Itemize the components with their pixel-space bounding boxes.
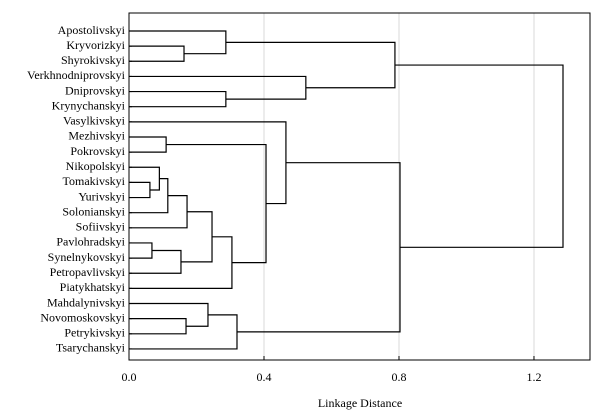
leaf-label: Mahdalynivskyi [47,295,126,309]
leaf-label: Vasylkivskyi [63,114,126,128]
cluster-link [129,166,160,191]
leaf-label: Pokrovskyi [70,144,125,158]
x-tick-label: 0.0 [122,370,137,384]
cluster-link [129,302,209,327]
leaf-label: Kryvorizkyi [66,38,125,52]
leaf-label: Petropavlivskyi [50,265,126,279]
leaf-label: Verkhnodniprovskyi [27,68,126,82]
leaf-label: Sofiivskyi [76,220,126,234]
cluster-link [129,136,167,153]
cluster-link [129,178,169,214]
leaf-label: Piatykhatskyi [60,280,126,294]
leaf-label: Apostolivskyi [58,23,126,37]
cluster-link [129,249,182,274]
cluster-link [180,211,213,263]
leaf-label: Tsarychanskyi [56,341,126,355]
leaf-label: Krynychanskyi [52,98,126,112]
leaf-label: Tomakivskyi [63,174,126,188]
x-tick-label: 1.2 [526,370,541,384]
leaf-label: Yurivskyi [78,189,125,203]
cluster-link [394,64,564,248]
cluster-link [129,30,227,55]
cluster-link [236,162,401,333]
leaf-label: Synelnykovskyi [48,250,126,264]
cluster-link [129,90,227,108]
cluster-link [129,195,188,229]
plot-frame [128,12,591,361]
x-tick-label: 0.4 [256,370,271,384]
leaf-label: Mezhivskyi [68,129,125,143]
cluster-link [129,121,287,205]
cluster-link [166,143,267,264]
cluster-link [129,314,238,350]
cluster-link [129,318,187,335]
cluster-link [225,41,396,89]
cluster-link [129,45,185,62]
leaf-label: Shyrokivskyi [61,53,126,67]
x-tick-label: 0.8 [391,370,406,384]
cluster-link [129,242,153,259]
leaf-label: Solonianskyi [62,204,125,218]
cluster-link [129,75,307,100]
leaf-label: Novomoskovskyi [40,310,125,324]
leaf-label: Pavlohradskyi [56,235,125,249]
cluster-link [129,181,151,199]
x-axis-title: Linkage Distance [318,396,402,410]
leaf-label: Petrykivskyi [64,326,125,340]
leaf-label: Nikopolskyi [66,159,126,173]
leaf-label: Dniprovskyi [65,83,126,97]
